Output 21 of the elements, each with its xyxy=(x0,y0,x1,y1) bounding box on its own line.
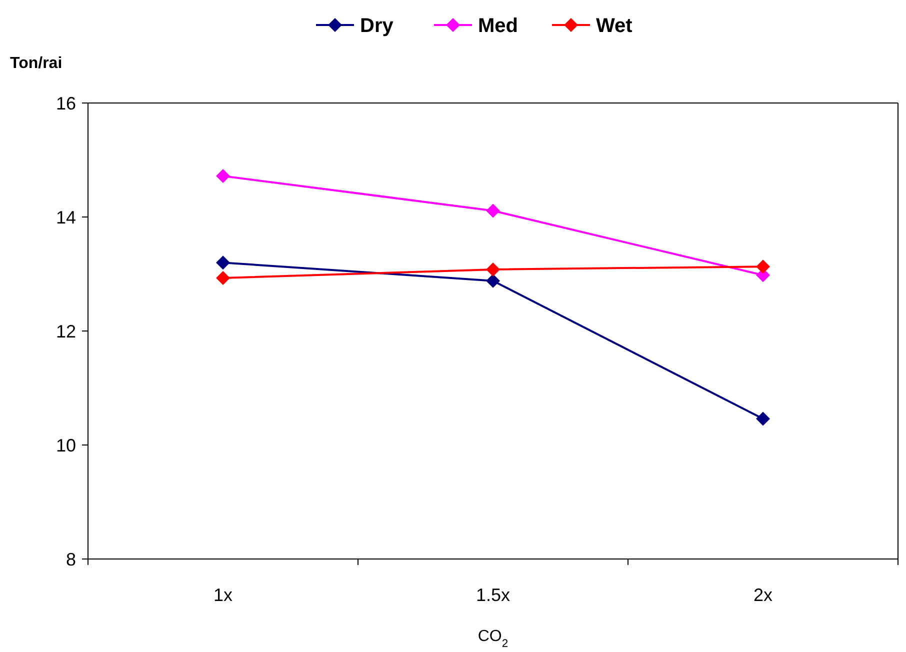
point xyxy=(486,204,500,218)
y-axis-title: Ton/rai xyxy=(10,55,62,72)
x-axis-title: CO$_{2}$ xyxy=(478,628,508,650)
x-tick-label: 1x xyxy=(213,585,233,605)
x-tick-label: 1.5x xyxy=(476,585,510,605)
point xyxy=(486,274,500,288)
y-tick-label: 12 xyxy=(56,321,76,342)
point xyxy=(216,256,230,270)
x-tick-label: 2x xyxy=(753,585,773,605)
point xyxy=(486,262,500,276)
point xyxy=(756,260,770,274)
y-tick-label: 16 xyxy=(56,93,76,114)
y-tick-label: 14 xyxy=(56,207,76,228)
legend-label: Dry xyxy=(360,15,394,37)
y-tick-label: 8 xyxy=(66,549,76,570)
legend-label: Wet xyxy=(596,15,633,37)
point xyxy=(756,412,770,426)
point xyxy=(216,168,230,183)
point xyxy=(216,270,230,285)
legend-label: Med xyxy=(478,15,518,37)
y-tick-label: 10 xyxy=(56,435,76,456)
